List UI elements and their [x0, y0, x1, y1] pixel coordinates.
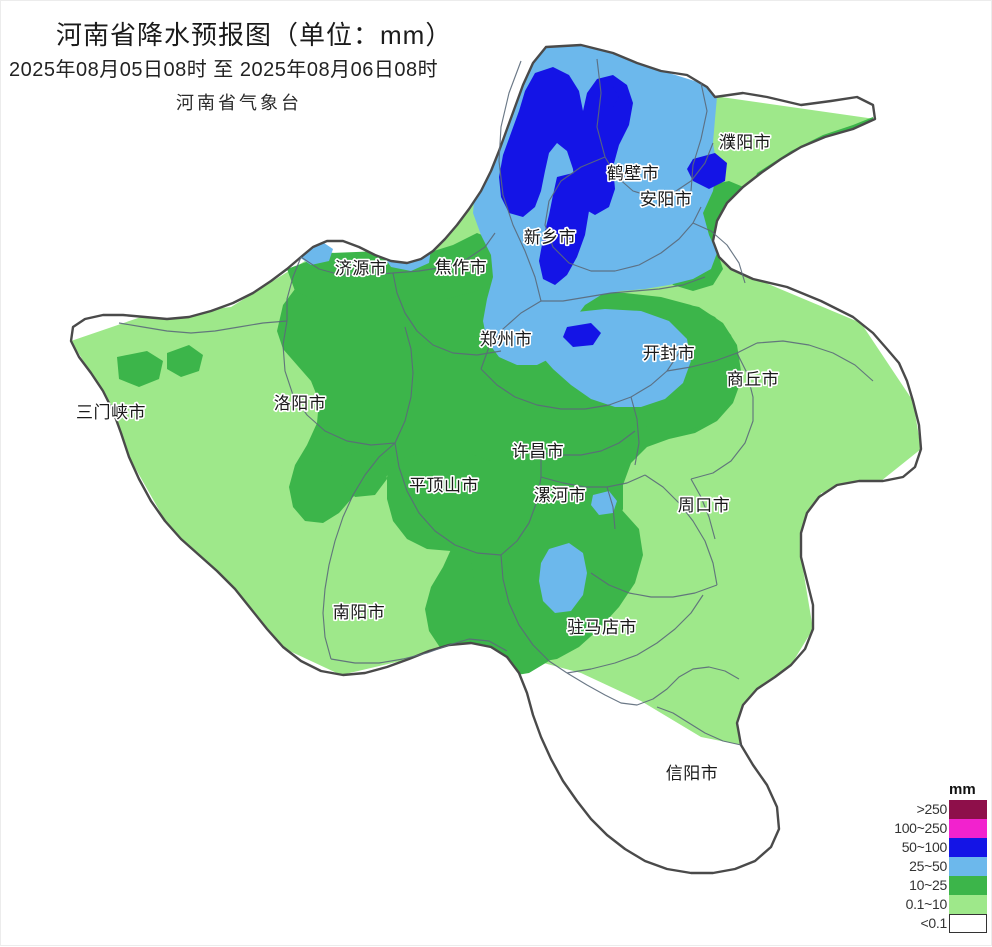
city-label-group: 安阳市 鹤壁市 濮阳市 新乡市 焦作市 济源市 郑州市 开封市 商丘市 三门峡市…: [74, 131, 780, 784]
city-label-luoyang: 洛阳市: [274, 394, 327, 413]
legend-range-label: 25~50: [909, 858, 947, 874]
legend-color-swatch: [949, 819, 987, 838]
legend-row: 50~100: [899, 838, 989, 857]
city-label-xuchang: 许昌市: [512, 442, 565, 461]
city-label-luohe: 漯河市: [534, 486, 587, 505]
city-label-xinxiang: 新乡市: [524, 228, 577, 247]
legend-row: 0.1~10: [899, 895, 989, 914]
city-label-jiaozuo: 焦作市: [435, 258, 488, 277]
city-label-pingdingshan: 平顶山市: [409, 476, 479, 495]
legend-color-swatch: [949, 838, 987, 857]
city-label-kaifeng: 开封市: [643, 344, 696, 363]
legend-color-swatch: [949, 895, 987, 914]
city-label-zhumadian: 驻马店市: [567, 618, 637, 637]
issuing-authority: 河南省气象台: [176, 93, 302, 113]
prefecture-boundaries: [118, 58, 874, 746]
legend-color-swatch: [949, 857, 987, 876]
legend-range-label: 10~25: [909, 877, 947, 893]
legend-unit-label: mm: [949, 781, 976, 798]
city-label-puyang: 濮阳市: [719, 133, 772, 152]
city-label-shangqiu: 商丘市: [727, 370, 780, 389]
city-label-zhengzhou: 郑州市: [480, 330, 533, 349]
legend-color-swatch: [949, 914, 987, 933]
legend-color-swatch: [949, 800, 987, 819]
legend-row: 25~50: [899, 857, 989, 876]
legend-range-label: 100~250: [894, 820, 947, 836]
city-label-jiyuan: 济源市: [335, 259, 388, 278]
city-label-anyang: 安阳市: [640, 190, 693, 209]
legend-range-label: 50~100: [901, 839, 948, 855]
legend-row: 10~25: [899, 876, 989, 895]
forecast-period: 2025年08月05日08时 至 2025年08月06日08时: [9, 59, 439, 81]
city-label-xinyang: 信阳市: [666, 764, 719, 783]
city-label-zhoukou: 周口市: [678, 496, 731, 515]
legend-range-label: <0.1: [920, 915, 948, 931]
province-border: [69, 43, 923, 875]
city-label-sanmenxia: 三门峡市: [76, 403, 146, 422]
legend-row: >250: [899, 800, 989, 819]
legend-row: <0.1: [899, 914, 989, 933]
legend-range-label: 0.1~10: [905, 896, 948, 912]
city-label-hebi: 鹤壁市: [607, 164, 660, 183]
page-title: 河南省降水预报图（单位：mm）: [56, 20, 453, 50]
legend-row: 100~250: [894, 819, 989, 838]
legend-range-label: >250: [916, 801, 948, 817]
city-label-nanyang: 南阳市: [333, 603, 386, 622]
legend-color-swatch: [949, 876, 987, 895]
legend-rows: >250 100~250 50~100 25~50 10~25 0.1~10 <0.1: [894, 800, 989, 933]
